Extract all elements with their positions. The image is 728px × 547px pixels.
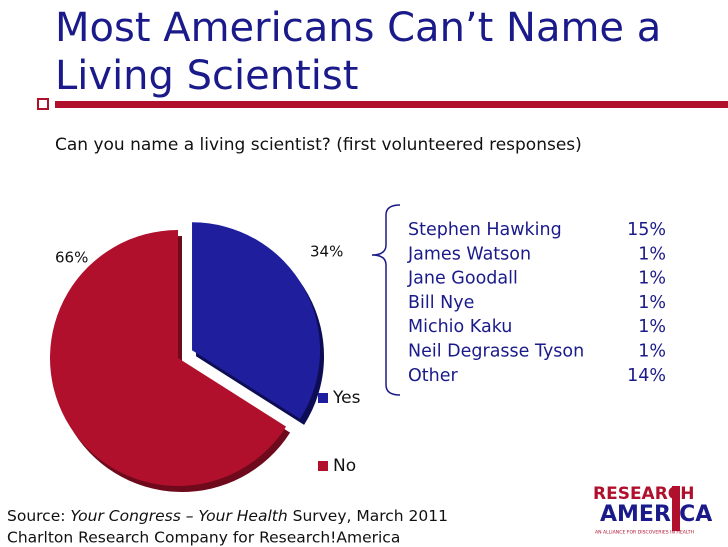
breakdown-value: 1% [638, 342, 666, 362]
bracket [371, 204, 401, 396]
footer-source: Source: Your Congress – Your Health Surv… [7, 507, 448, 525]
breakdown-name: Bill Nye [408, 293, 474, 313]
breakdown-name: Michio Kaku [408, 317, 512, 337]
title-bullet [37, 98, 49, 110]
breakdown-value: 1% [638, 269, 666, 289]
logo-bottom: AMERICA [600, 502, 712, 527]
subtitle: Can you name a living scientist? (first … [55, 135, 582, 155]
breakdown-name: Other [408, 366, 458, 386]
logo-tagline: AN ALLIANCE FOR DISCOVERIES IN HEALTH [595, 530, 694, 536]
breakdown-value: 14% [627, 366, 666, 386]
source-text: Survey, March 2011 [288, 507, 448, 525]
pie-slice [49, 230, 287, 486]
breakdown-list: Stephen Hawking 15% James Watson 1% Jane Goo… [407, 220, 666, 386]
source-text: Source: [7, 507, 70, 525]
breakdown-name: James Watson [407, 244, 531, 264]
legend-swatch [318, 461, 328, 471]
breakdown-value: 1% [638, 244, 666, 264]
breakdown-name: Stephen Hawking [408, 220, 562, 240]
source-title: Your Congress – Your Health [70, 507, 287, 525]
value-label: 66% [55, 249, 88, 267]
logo-top: RESEARCH [593, 484, 695, 504]
legend-swatch [318, 393, 328, 403]
legend-label: No [333, 456, 356, 476]
logo-bar [672, 486, 680, 531]
legend-label: Yes [332, 388, 361, 408]
title-rule [55, 101, 728, 108]
breakdown-value: 15% [627, 220, 666, 240]
breakdown-name: Jane Goodall [407, 269, 518, 289]
pie-slice [192, 222, 321, 419]
title-line: Living Scientist [55, 53, 358, 99]
value-label: 34% [310, 243, 343, 261]
breakdown-value: 1% [638, 317, 666, 337]
title-line: Most Americans Can’t Name a [55, 5, 661, 51]
breakdown-value: 1% [638, 293, 666, 313]
footer-credit: Charlton Research Company for Research!A… [7, 529, 400, 547]
breakdown-name: Neil Degrasse Tyson [408, 342, 584, 362]
